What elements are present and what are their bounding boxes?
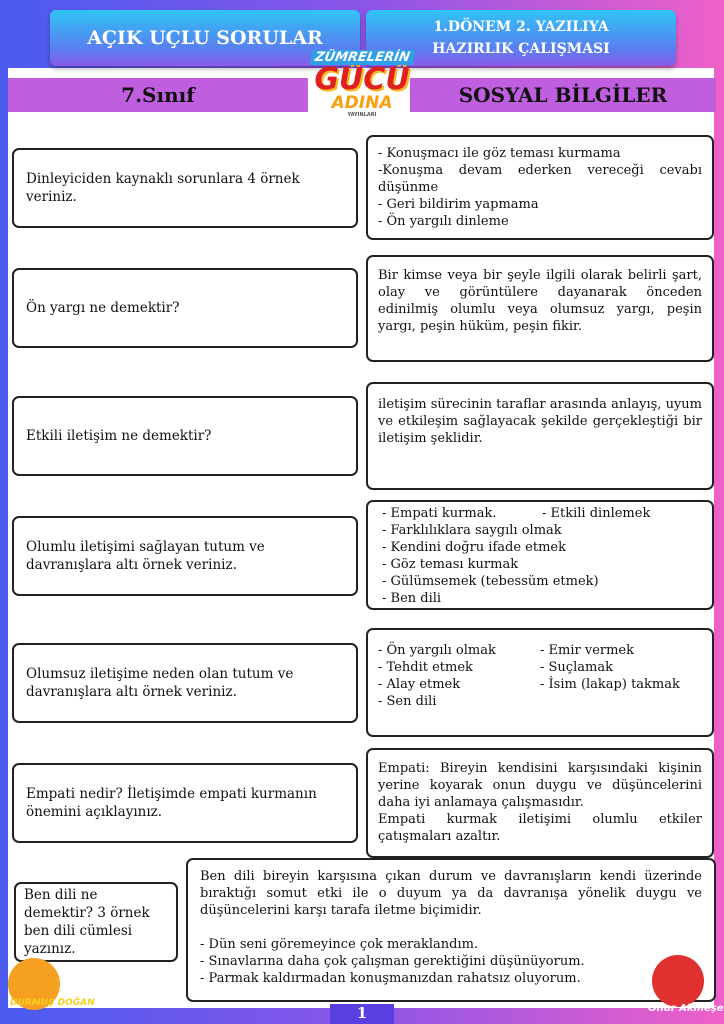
- answer-line: - Alay etmek: [378, 677, 461, 692]
- question-box: Ben dili ne demektir? 3 örnek ben dili c…: [14, 882, 178, 962]
- question-box: Olumsuz iletişime neden olan tutum ve da…: [12, 643, 358, 723]
- page-number: 1: [330, 1004, 394, 1024]
- subject-bar: SOSYAL BİLGİLER: [410, 78, 716, 112]
- answer-text: Empati kurmak iletişimi olumlu etkiler ç…: [378, 812, 702, 844]
- answer-text: Empati: Bireyin kendisini karşısındaki k…: [378, 761, 702, 810]
- left-title: AÇIK UÇLU SORULAR: [87, 27, 323, 49]
- right-title-banner: 1.DÖNEM 2. YAZILIYA HAZIRLIK ÇALIŞMASI: [366, 10, 676, 66]
- question-text: Ben dili ne demektir? 3 örnek ben dili c…: [24, 887, 150, 957]
- question-box: Olumlu iletişimi sağlayan tutum ve davra…: [12, 516, 358, 596]
- author-avatar-left: [8, 958, 60, 1010]
- right-title-line2: HAZIRLIK ÇALIŞMASI: [432, 41, 610, 57]
- logo-line3: ADINA: [331, 93, 393, 113]
- answer-line: - Konuşmacı ile göz teması kurmama: [378, 146, 621, 161]
- question-text: Ön yargı ne demektir?: [26, 300, 180, 316]
- question-box: Dinleyiciden kaynaklı sorunlara 4 örnek …: [12, 148, 358, 228]
- answer-box: - Empati kurmak. - Etkili dinlemek - Fark…: [366, 500, 714, 610]
- answer-text: Bir kimse veya bir şeyle ilgili olarak b…: [378, 268, 702, 334]
- answer-line: - Sınavlarına daha çok çalışman gerektiğ…: [200, 954, 585, 969]
- answer-line: - Farklılıklara saygılı olmak: [382, 523, 562, 538]
- answer-box: Ben dili bireyin karşısına çıkan durum v…: [186, 858, 716, 1002]
- answer-box: Bir kimse veya bir şeyle ilgili olarak b…: [366, 255, 714, 362]
- question-text: Dinleyiciden kaynaklı sorunlara 4 örnek …: [26, 171, 300, 205]
- author-right: Onur Akmeşe: [648, 1003, 724, 1014]
- answer-box: Empati: Bireyin kendisini karşısındaki k…: [366, 748, 714, 858]
- answer-line: -Konuşma devam ederken vereceği cevabı d…: [378, 163, 702, 195]
- grade-label: 7.Sınıf: [121, 83, 195, 107]
- question-text: Etkili iletişim ne demektir?: [26, 428, 212, 444]
- right-title-line1: 1.DÖNEM 2. YAZILIYA: [433, 19, 609, 35]
- answer-line: - Suçlamak: [540, 660, 613, 675]
- publisher-logo: ZÜMRELERİN GÜCÜ ADINA YAYINLARI: [300, 46, 424, 130]
- grade-bar: 7.Sınıf: [8, 78, 308, 112]
- answer-line: - Empati kurmak.: [382, 506, 497, 521]
- answer-line: - Dün seni göremeyince çok meraklandım.: [200, 937, 479, 952]
- question-text: Olumsuz iletişime neden olan tutum ve da…: [26, 666, 294, 700]
- answer-line: - Göz teması kurmak: [382, 557, 519, 572]
- left-title-banner: AÇIK UÇLU SORULAR: [50, 10, 360, 66]
- answer-line: - Geri bildirim yapmama: [378, 197, 539, 212]
- question-box: Etkili iletişim ne demektir?: [12, 396, 358, 476]
- logo-line4: YAYINLARI: [347, 112, 377, 118]
- question-box: Empati nedir? İletişimde empati kurmanın…: [12, 763, 358, 843]
- answer-line: - Etkili dinlemek: [542, 506, 651, 521]
- answer-line: - Tehdit etmek: [378, 660, 473, 675]
- answer-line: - Ben dili: [382, 591, 442, 606]
- question-text: Olumlu iletişimi sağlayan tutum ve davra…: [26, 539, 265, 573]
- answer-box: iletişim sürecinin taraflar arasında anl…: [366, 382, 714, 490]
- question-box: Ön yargı ne demektir?: [12, 268, 358, 348]
- answer-text: iletişim sürecinin taraflar arasında anl…: [378, 397, 702, 446]
- question-text: Empati nedir? İletişimde empati kurmanın…: [26, 786, 317, 820]
- answer-box: - Konuşmacı ile göz teması kurmama -Konu…: [366, 135, 714, 240]
- answer-line: - Emir vermek: [540, 643, 634, 658]
- answer-line: - Kendini doğru ifade etmek: [382, 540, 566, 555]
- author-left: DURMUŞ DOĞAN: [10, 998, 95, 1008]
- answer-line: - Ön yargılı dinleme: [378, 214, 509, 229]
- subject-label: SOSYAL BİLGİLER: [458, 83, 668, 107]
- answer-line: - İsim (lakap) takmak: [540, 677, 680, 692]
- answer-line: - Parmak kaldırmadan konuşmanızdan rahat…: [200, 971, 581, 986]
- author-avatar-right: [652, 955, 704, 1007]
- logo-line1: ZÜMRELERİN: [309, 50, 415, 65]
- answer-box: - Ön yargılı olmak - Emir vermek - Tehdit…: [366, 628, 714, 737]
- logo-line2: GÜCÜ: [314, 62, 410, 97]
- answer-line: - Ön yargılı olmak: [378, 643, 496, 658]
- answer-line: - Sen dili: [378, 694, 437, 709]
- answer-line: - Gülümsemek (tebessüm etmek): [382, 574, 599, 589]
- answer-text: Ben dili bireyin karşısına çıkan durum v…: [200, 869, 702, 918]
